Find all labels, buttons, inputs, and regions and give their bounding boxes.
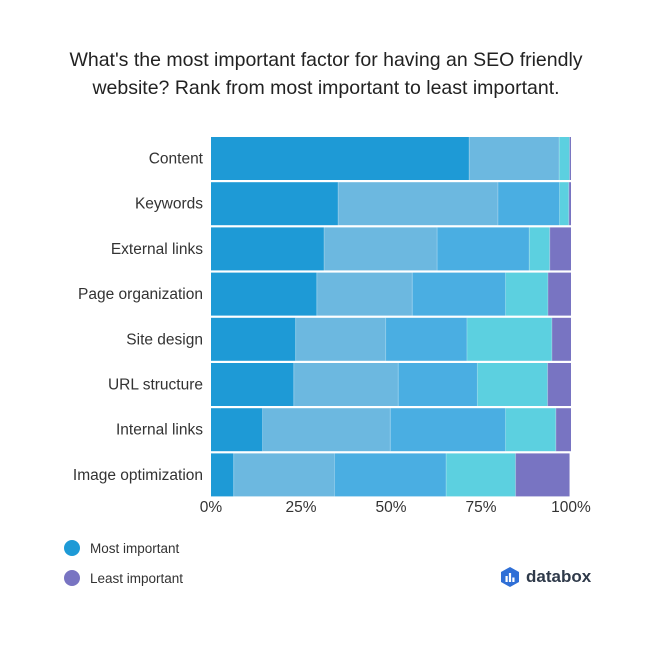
bar-segment-internal-links-rank-4 — [505, 408, 556, 452]
bar-segment-page-organization-rank-1 — [211, 272, 317, 316]
bar-segment-content-rank-4 — [559, 137, 570, 180]
bar-segment-keywords-rank-3 — [497, 182, 560, 226]
bar-segment-content-rank-2 — [469, 137, 560, 180]
bar-segment-keywords-rank-1 — [211, 182, 339, 226]
bar-segment-site-design-rank-4 — [466, 317, 552, 361]
legend-swatch-most-important — [64, 540, 80, 556]
bar-segment-external-links-rank-5 — [549, 227, 571, 271]
chart-title-line-1: What's the most important factor for hav… — [69, 49, 583, 71]
bar-segment-internal-links-rank-2 — [262, 408, 391, 452]
bar-segment-image-optimization-rank-3 — [334, 453, 447, 497]
bar-segment-external-links-rank-4 — [529, 227, 550, 271]
chart-title: What's the most important factor for hav… — [0, 46, 652, 102]
brand-name: databox — [526, 567, 592, 586]
bar-segment-keywords-rank-4 — [559, 182, 569, 226]
bar-segment-external-links-rank-3 — [437, 227, 530, 271]
x-tick-label-3: 75% — [465, 499, 496, 516]
x-tick-label-2: 50% — [375, 499, 406, 516]
bar-segment-url-structure-rank-1 — [211, 363, 294, 406]
bar-segment-keywords-rank-2 — [338, 182, 498, 226]
databox-logo: databox — [500, 566, 591, 588]
bar-segment-image-optimization-rank-2 — [233, 453, 335, 497]
bar-segment-internal-links-rank-5 — [555, 408, 571, 452]
category-label-page-organization: Page organization — [78, 286, 203, 303]
bar-segment-image-optimization-rank-1 — [211, 453, 234, 497]
bar-segment-external-links-rank-2 — [324, 227, 438, 271]
category-label-internal-links: Internal links — [116, 422, 203, 439]
legend-label-least-important: Least important — [90, 570, 184, 586]
bar-segment-site-design-rank-2 — [295, 317, 386, 361]
bar-segment-url-structure-rank-2 — [293, 363, 399, 406]
x-tick-label-4: 100% — [551, 499, 591, 516]
legend-item-least-important: Least important — [64, 570, 183, 586]
bar-segment-page-organization-rank-4 — [505, 272, 548, 316]
category-label-image-optimization: Image optimization — [73, 467, 203, 484]
category-label-url-structure: URL structure — [108, 377, 203, 394]
bar-segment-internal-links-rank-1 — [211, 408, 263, 452]
bar-segment-site-design-rank-1 — [211, 317, 296, 361]
bar-segment-content-rank-1 — [211, 137, 470, 180]
category-label-external-links: External links — [111, 241, 203, 258]
category-label-site-design: Site design — [126, 331, 203, 348]
bar-segment-external-links-rank-1 — [211, 227, 325, 271]
legend-swatch-least-important — [64, 570, 80, 586]
bar-segment-site-design-rank-3 — [385, 317, 467, 361]
bar-segment-image-optimization-rank-5 — [515, 453, 570, 497]
legend-label-most-important: Most important — [90, 540, 180, 556]
bar-segment-url-structure-rank-4 — [477, 363, 548, 406]
x-tick-label-0: 0% — [200, 499, 223, 516]
x-tick-label-1: 25% — [285, 499, 316, 516]
bar-segment-page-organization-rank-5 — [547, 272, 571, 316]
bar-segment-site-design-rank-5 — [551, 317, 571, 361]
category-label-content: Content — [149, 151, 204, 168]
bar-segment-page-organization-rank-3 — [412, 272, 506, 316]
bar-segment-image-optimization-rank-4 — [446, 453, 516, 497]
bar-segment-url-structure-rank-3 — [398, 363, 478, 406]
bar-segment-content-rank-5 — [569, 137, 571, 180]
bar-segment-internal-links-rank-3 — [390, 408, 506, 452]
bar-segment-page-organization-rank-2 — [316, 272, 413, 316]
legend-item-most-important: Most important — [64, 540, 179, 556]
databox-logo-icon — [501, 567, 519, 587]
chart-title-line-2: website? Rank from most important to lea… — [92, 77, 560, 99]
bar-segment-keywords-rank-5 — [568, 182, 571, 226]
bar-segment-url-structure-rank-5 — [547, 363, 571, 406]
category-label-keywords: Keywords — [135, 196, 203, 213]
